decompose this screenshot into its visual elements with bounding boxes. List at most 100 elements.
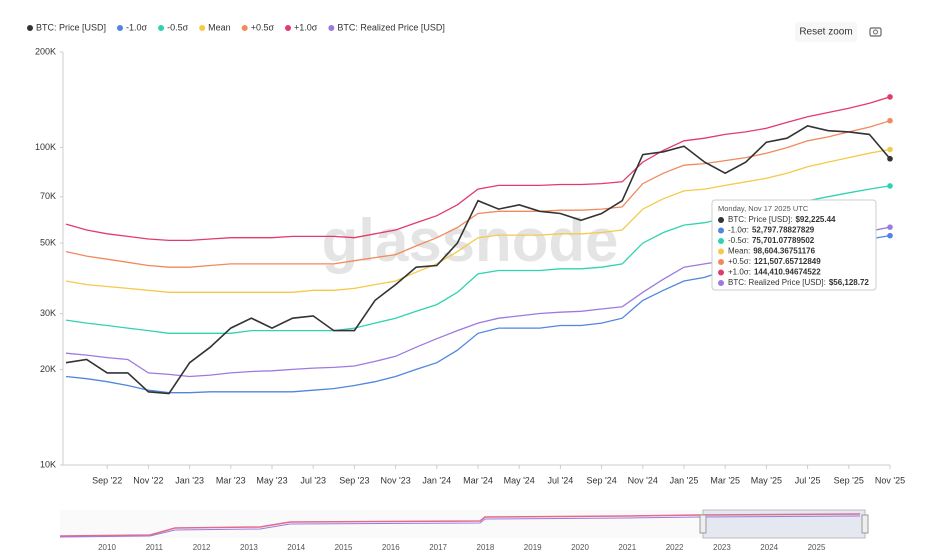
x-tick-label: Mar '23 — [216, 475, 246, 485]
x-tick-label: Jul '24 — [548, 475, 574, 485]
legend-marker — [285, 25, 292, 31]
x-tick-label: Sep '23 — [339, 475, 369, 485]
legend-marker — [27, 25, 33, 31]
end-point — [887, 183, 893, 189]
legend-marker — [328, 25, 335, 31]
navigator-year: 2020 — [571, 543, 589, 552]
tooltip: Monday, Nov 17 2025 UTC BTC: Price [USD]:… — [711, 199, 877, 291]
camera-body[interactable] — [869, 27, 882, 37]
x-tick-label: Jan '24 — [422, 475, 451, 485]
x-tick-label: May '24 — [504, 475, 535, 485]
x-tick-label: Mar '25 — [710, 475, 740, 485]
tooltip-value: 98,604.36751176 — [753, 247, 815, 256]
tooltip-marker — [718, 259, 724, 265]
tooltip-value: 52,797.78827829 — [752, 226, 815, 235]
end-point — [887, 232, 893, 239]
camera-lens[interactable] — [873, 29, 878, 35]
y-tick-label: 50K — [40, 237, 56, 247]
series-line — [65, 125, 891, 395]
tooltip-label: Mean: — [728, 247, 750, 256]
navigator-year: 2015 — [335, 543, 353, 552]
tooltip-value: 121,507.65712849 — [754, 257, 821, 266]
legend-label[interactable]: Mean — [208, 22, 231, 32]
tooltip-box — [711, 199, 877, 291]
x-tick-label: Nov '22 — [133, 475, 163, 485]
tooltip-label: BTC: Realized Price [USD]: — [728, 278, 826, 287]
legend-label[interactable]: +0.5σ — [251, 22, 275, 32]
x-tick-label: May '25 — [751, 475, 782, 485]
x-tick-label: Sep '24 — [586, 475, 616, 485]
navigator-year: 2024 — [760, 543, 778, 552]
x-tick-label: Jan '23 — [175, 475, 204, 485]
navigator-year: 2019 — [524, 543, 542, 552]
navigator-year: 2025 — [808, 543, 826, 552]
tooltip-value: $92,225.44 — [795, 215, 836, 224]
navigator-year: 2017 — [429, 543, 447, 552]
navigator-line — [59, 515, 861, 538]
x-tick-label: Mar '24 — [463, 475, 493, 485]
navigator-year: 2013 — [240, 543, 258, 552]
series-line — [65, 148, 891, 293]
end-point — [887, 94, 893, 100]
y-tick-label: 200K — [35, 46, 56, 56]
x-tick-label: Nov '25 — [875, 475, 905, 485]
x-tick-label: Nov '24 — [628, 475, 658, 485]
legend-label[interactable]: -0.5σ — [167, 22, 189, 32]
end-point — [887, 117, 893, 124]
navigator — [59, 509, 869, 539]
x-tick-label: Jan '25 — [670, 475, 699, 485]
legend-label[interactable]: BTC: Price [USD] — [36, 22, 106, 32]
end-point — [887, 146, 893, 153]
x-tick-label: Jul '25 — [795, 475, 821, 485]
tooltip-title: Monday, Nov 17 2025 UTC — [718, 204, 809, 213]
tooltip-value: 75,701.07789502 — [752, 236, 815, 245]
navigator-year: 2010 — [98, 543, 116, 552]
end-point — [887, 155, 893, 162]
y-tick-label: 20K — [40, 364, 56, 374]
y-tick-label: 10K — [40, 459, 56, 469]
tooltip-marker — [718, 217, 724, 223]
x-tick-label: Sep '25 — [834, 475, 864, 485]
legend-label[interactable]: -1.0σ — [126, 22, 148, 32]
navigator-line — [59, 513, 861, 537]
tooltip-label: +1.0σ: — [728, 268, 751, 277]
tooltip-value: $56,128.72 — [829, 278, 870, 287]
y-tick-label: 70K — [40, 191, 56, 201]
navigator-handle[interactable] — [699, 514, 707, 534]
reset-zoom-label[interactable]: Reset zoom — [799, 27, 852, 38]
navigator-year: 2021 — [618, 543, 636, 552]
tooltip-marker — [718, 227, 724, 234]
tooltip-label: -1.0σ: — [728, 226, 749, 235]
navigator-year: 2011 — [146, 543, 164, 552]
navigator-selection[interactable] — [702, 509, 866, 539]
reset-zoom-button[interactable] — [795, 22, 857, 42]
legend-label[interactable]: +1.0σ — [294, 22, 318, 32]
x-tick-label: Jul '23 — [300, 475, 326, 485]
camera-icon[interactable] — [869, 27, 882, 37]
legend-label[interactable]: BTC: Realized Price [USD] — [337, 22, 445, 32]
legend-marker — [117, 25, 124, 31]
legend-marker — [158, 25, 165, 31]
end-point — [887, 224, 893, 230]
y-tick-label: 30K — [40, 308, 56, 318]
navigator-year: 2014 — [287, 543, 305, 552]
navigator-year: 2016 — [382, 543, 400, 552]
tooltip-marker — [718, 269, 724, 276]
x-tick-label: Nov '23 — [380, 475, 410, 485]
navigator-year: 2012 — [193, 543, 211, 552]
tooltip-marker — [718, 238, 724, 244]
y-tick-label: 100K — [35, 142, 56, 152]
navigator-year: 2022 — [666, 543, 684, 552]
navigator-handle[interactable] — [861, 514, 869, 534]
legend-marker — [199, 25, 206, 31]
tooltip-marker — [718, 280, 724, 286]
navigator-year: 2018 — [477, 543, 495, 552]
legend-marker — [241, 25, 248, 31]
tooltip-label: BTC: Price [USD]: — [728, 215, 792, 224]
x-tick-label: May '23 — [256, 475, 287, 485]
x-tick-label: Sep '22 — [92, 475, 122, 485]
tooltip-marker — [718, 248, 724, 255]
tooltip-label: +0.5σ: — [728, 257, 751, 266]
